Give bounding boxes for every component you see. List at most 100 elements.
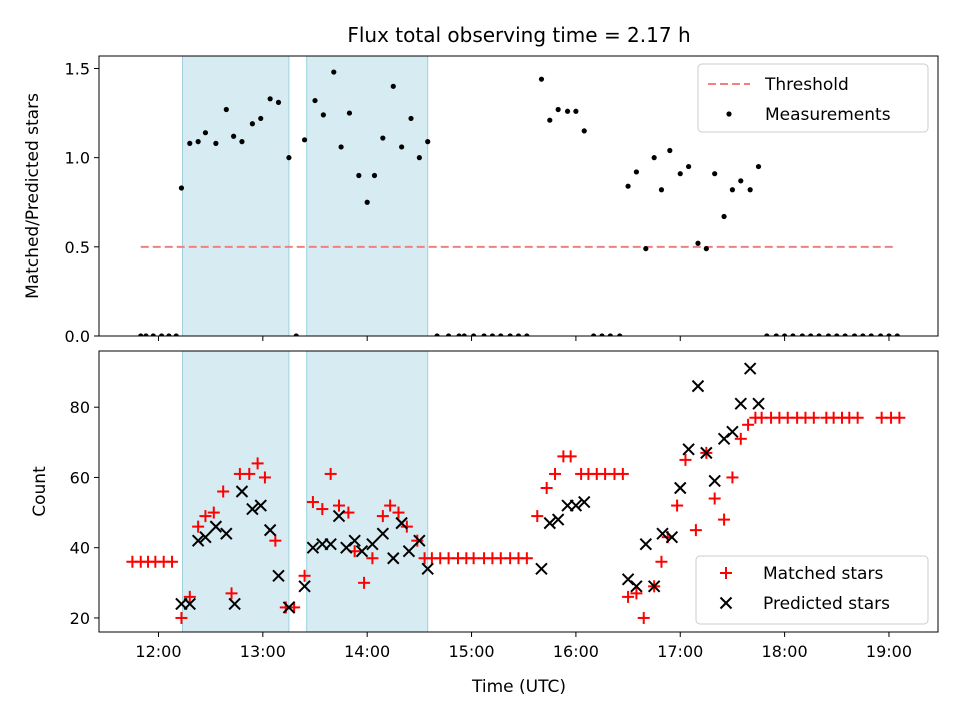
top-ytick-label: 0.0: [65, 327, 90, 346]
bottom-ytick-label: 80: [70, 398, 90, 417]
measurement-point: [755, 163, 762, 170]
measurement-point: [195, 139, 201, 145]
measurement-point: [434, 333, 440, 336]
measurement-point: [808, 333, 814, 336]
matched-star-point: [708, 492, 721, 505]
measurement-point: [729, 187, 736, 193]
measurement-point: [202, 130, 209, 136]
measurement-point: [816, 333, 822, 336]
predicted-star-point: [708, 474, 721, 488]
matched-star-point: [225, 587, 238, 600]
measurement-point: [371, 172, 378, 179]
measurement-point: [293, 333, 299, 336]
matched-star-point: [183, 590, 196, 603]
matched-star-point: [520, 552, 533, 565]
measurement-point: [886, 333, 892, 336]
predicted-star-point: [254, 499, 267, 512]
matched-star-point: [622, 590, 635, 603]
matched-star-point: [718, 513, 731, 526]
matched-star-point: [655, 555, 668, 568]
measurement-point: [159, 333, 165, 336]
measurement-point: [507, 333, 513, 336]
matched-star-point: [306, 496, 319, 509]
matched-star-point: [540, 481, 553, 494]
measurement-point: [312, 97, 318, 104]
measurement-point: [143, 333, 149, 336]
measurement-point: [356, 172, 362, 179]
measurement-point: [425, 139, 431, 145]
measurement-point: [617, 333, 623, 336]
matched-star-point: [851, 411, 864, 424]
predicted-star-point: [246, 502, 259, 516]
measurements-legend-swatch: [726, 111, 732, 117]
measurement-point: [643, 246, 649, 252]
measurement-point: [258, 115, 264, 122]
measurement-point: [399, 144, 405, 150]
matched-star-point: [411, 534, 424, 547]
predicted-star-point: [691, 379, 705, 393]
predicted-star-point: [263, 523, 277, 537]
matched-star-point: [207, 506, 220, 519]
measurement-point: [213, 140, 219, 146]
top-ylabel: Matched/Predicted stars: [23, 93, 43, 299]
measurement-point: [625, 183, 631, 189]
top-ytick-label: 1.5: [65, 59, 90, 78]
bottom-xtick-label: 18:00: [762, 642, 808, 661]
measurement-point: [894, 333, 900, 336]
matched-star-point: [199, 510, 212, 523]
predicted-star-point: [191, 534, 205, 547]
predicted-star-point: [743, 362, 757, 375]
measurement-point: [607, 333, 613, 336]
bottom-xtick-label: 12:00: [135, 642, 181, 661]
bottom-ytick-label: 20: [70, 609, 90, 628]
predicted-star-point: [700, 446, 713, 460]
matched-legend-label: Matched stars: [763, 564, 883, 584]
bottom-ylabel: Count: [30, 466, 50, 517]
measurement-point: [599, 333, 605, 336]
predicted-star-point: [220, 527, 233, 540]
matched-star-point: [616, 467, 629, 480]
measurement-point: [658, 187, 665, 193]
predicted-star-point: [235, 485, 249, 498]
measurement-point: [677, 171, 683, 177]
measurement-point: [301, 137, 308, 143]
measurement-point: [842, 333, 848, 336]
measurement-point: [851, 333, 858, 336]
measurement-point: [275, 99, 282, 105]
measurement-point: [408, 115, 414, 122]
matched-star-point: [175, 611, 188, 624]
bottom-ytick-label: 60: [70, 468, 90, 487]
measurement-point: [555, 106, 561, 113]
measurement-point: [825, 333, 832, 336]
predicted-star-point: [348, 534, 361, 547]
matched-star-point: [243, 467, 256, 480]
matched-star-point: [637, 611, 650, 624]
measurement-point: [178, 185, 185, 191]
measurement-point: [239, 139, 245, 145]
measurement-point: [685, 163, 692, 170]
predicted-star-point: [228, 597, 241, 611]
measurements-legend-label: Measurements: [765, 105, 891, 125]
measurement-point: [651, 155, 657, 161]
predicted-star-point: [272, 569, 285, 583]
measurement-point: [878, 333, 884, 336]
predicted-star-point: [209, 520, 223, 533]
measurement-point: [591, 333, 597, 336]
matched-star-point: [531, 510, 544, 523]
measurement-point: [231, 133, 237, 139]
predicted-star-point: [639, 537, 653, 551]
measurement-point: [416, 155, 422, 161]
predicted-star-point: [402, 545, 416, 558]
measurement-point: [573, 108, 579, 114]
predicted-star-point: [665, 530, 679, 544]
predicted-legend-label: Predicted stars: [763, 594, 890, 614]
predicted-star-point: [395, 516, 408, 530]
matched-star-point: [192, 520, 205, 533]
measurement-point: [667, 147, 673, 154]
top-plot-area: [138, 56, 900, 336]
predicted-star-point: [543, 516, 557, 530]
matched-star-point: [166, 555, 179, 568]
predicted-star-point: [656, 527, 669, 540]
predicted-star-point: [551, 513, 565, 526]
